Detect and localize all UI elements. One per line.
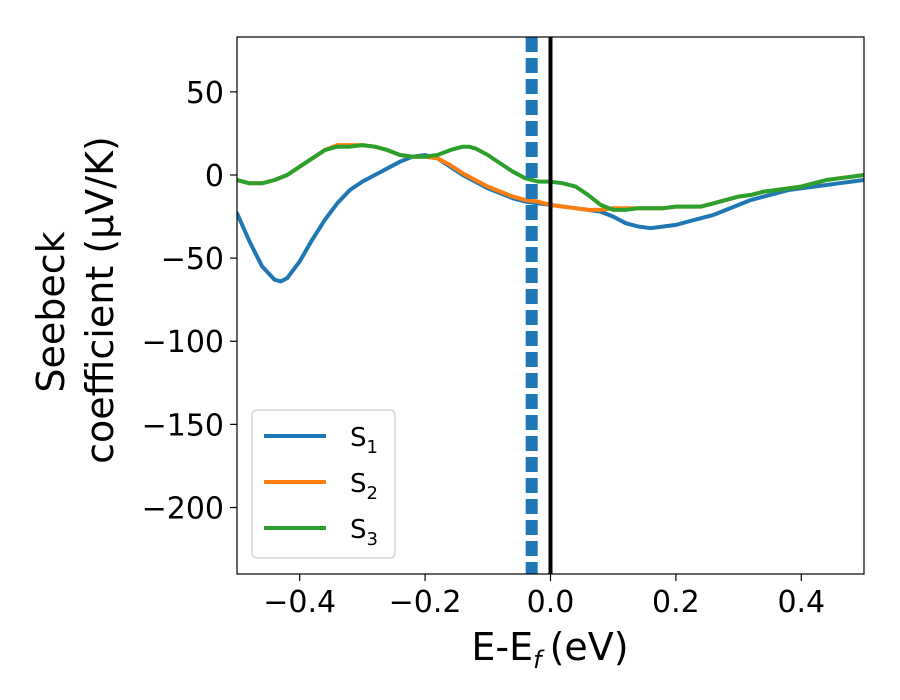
y-axis-title-line1: Seebeck [29,231,73,392]
y-axis-title-line2: coefficient (μV/K) [78,136,122,464]
series-line-s3 [237,143,864,212]
y-tick-label: 50 [186,76,224,111]
axis-ticks: −0.4 −0.2 0.0 0.2 0.4 50 0 −50 −100 −150 −200 [142,76,826,620]
x-axis-title-unit: (eV) [550,625,629,669]
legend-label-main: S [350,423,367,453]
y-tick-label: 0 [205,159,224,194]
x-tick-label: −0.2 [389,585,462,620]
y-tick-label: −100 [142,325,224,360]
legend-label: S2 [350,469,378,504]
x-tick-label: −0.4 [263,585,336,620]
legend-label-sub: 3 [367,529,378,550]
legend-label-main: S [350,515,367,545]
y-tick-label: −200 [142,491,224,526]
legend-label-sub: 2 [367,483,378,504]
x-tick-label: 0.4 [777,585,825,620]
x-tick-label: 0.0 [527,585,575,620]
x-axis-title: E-Ef (eV) [471,625,628,674]
x-axis-title-sub: f [533,646,545,674]
legend-label-main: S [350,469,367,499]
x-axis-title-main: E-E [471,625,533,669]
legend-label: S1 [350,423,378,458]
legend-label: S3 [350,515,378,550]
vertical-lines [525,37,553,574]
legend-label-sub: 1 [367,437,378,458]
y-tick-label: −50 [161,242,224,277]
y-tick-label: −150 [142,408,224,443]
x-tick-label: 0.2 [652,585,700,620]
